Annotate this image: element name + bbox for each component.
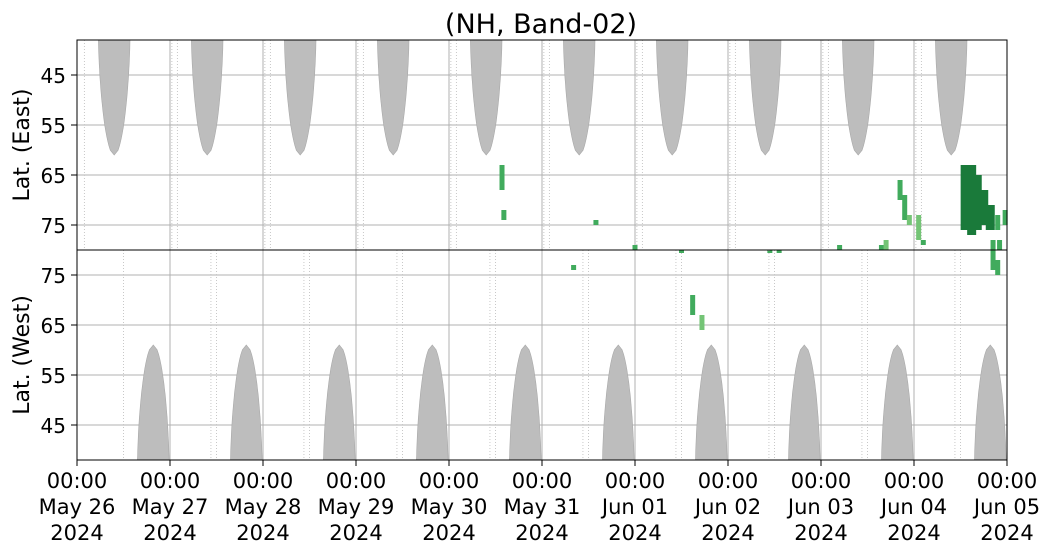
night-region <box>137 344 170 461</box>
ytick-label: 75 <box>41 214 66 238</box>
xtick-label: 2024 <box>329 521 382 545</box>
night-region <box>695 344 728 461</box>
xtick-label: May 31 <box>504 495 581 519</box>
xtick-label: 00:00 <box>605 469 666 493</box>
night-region <box>230 344 263 461</box>
night-region <box>935 39 968 156</box>
xtick-label: 00:00 <box>884 469 945 493</box>
event-mark <box>776 250 782 253</box>
ytick-label: 55 <box>41 364 66 388</box>
event-mark <box>972 175 982 230</box>
ytick-label: 45 <box>41 64 66 88</box>
event-mark <box>571 265 577 270</box>
chart-title: (NH, Band-02) <box>445 9 637 40</box>
event-mark <box>916 215 922 240</box>
xtick-label: 2024 <box>515 521 568 545</box>
night-region <box>284 39 317 156</box>
event-mark <box>979 190 989 225</box>
event-mark <box>902 195 908 220</box>
xtick-label: May 30 <box>411 495 488 519</box>
ytick-label: 65 <box>41 164 66 188</box>
event-mark <box>897 180 903 200</box>
xtick-label: 2024 <box>50 521 103 545</box>
event-mark <box>501 210 507 220</box>
xtick-label: May 28 <box>225 495 302 519</box>
event-mark <box>883 240 889 250</box>
xtick-label: 00:00 <box>326 469 387 493</box>
panel-east: 45 55 65 75 <box>41 39 1008 253</box>
ytick-label: 45 <box>41 414 66 438</box>
xtick-label: Jun 03 <box>786 495 854 519</box>
ytick-label: 75 <box>41 264 66 288</box>
event-mark <box>699 315 705 330</box>
xtick-label: Jun 01 <box>600 495 668 519</box>
event-mark <box>906 215 912 225</box>
night-region <box>788 344 821 461</box>
xtick-label: 00:00 <box>233 469 294 493</box>
xtick-label: May 29 <box>318 495 395 519</box>
event-mark <box>920 240 926 245</box>
xtick-label: 2024 <box>794 521 847 545</box>
xtick-label: Jun 02 <box>693 495 761 519</box>
event-mark <box>990 240 996 250</box>
xtick-label: 00:00 <box>140 469 201 493</box>
night-region <box>656 39 689 156</box>
event-mark <box>990 250 996 270</box>
event-mark <box>878 245 884 250</box>
event-mark <box>690 295 696 315</box>
event-mark <box>679 250 684 253</box>
night-region <box>470 39 503 156</box>
event-mark <box>985 205 995 230</box>
event-mark <box>997 240 1003 250</box>
east-ylabel: Lat. (East) <box>10 89 35 202</box>
event-mark <box>632 245 638 250</box>
event-mark <box>499 165 505 190</box>
event-mark <box>767 250 773 253</box>
xtick-label: May 27 <box>132 495 209 519</box>
xtick-label: 00:00 <box>419 469 480 493</box>
night-region <box>749 39 782 156</box>
night-region <box>98 39 131 156</box>
xtick-label: 00:00 <box>47 469 108 493</box>
xtick-label: 2024 <box>236 521 289 545</box>
ytick-label: 55 <box>41 114 66 138</box>
night-region <box>323 344 356 461</box>
xtick-label: 2024 <box>422 521 475 545</box>
night-region <box>881 344 914 461</box>
xtick-label: Jun 05 <box>972 495 1040 519</box>
event-mark <box>995 260 1001 275</box>
xtick-label: 2024 <box>701 521 754 545</box>
panel-west: 75 65 55 45 <box>41 249 1008 461</box>
night-region <box>509 344 542 461</box>
event-mark <box>837 245 843 250</box>
night-region <box>191 39 224 156</box>
xtick-label: May 26 <box>39 495 116 519</box>
event-mark <box>967 165 977 235</box>
event-mark <box>995 215 1001 230</box>
night-region <box>563 39 596 156</box>
west-ylabel: Lat. (West) <box>10 295 35 415</box>
event-mark <box>1002 210 1008 225</box>
xtick-label: 00:00 <box>512 469 573 493</box>
xtick-label: 2024 <box>887 521 940 545</box>
event-mark <box>960 165 970 230</box>
xtick-label: 00:00 <box>977 469 1038 493</box>
xtick-label: 2024 <box>980 521 1033 545</box>
xtick-label: Jun 04 <box>879 495 947 519</box>
xtick-label: 00:00 <box>698 469 759 493</box>
event-mark <box>593 220 599 225</box>
night-region <box>416 344 449 461</box>
ytick-label: 65 <box>41 314 66 338</box>
night-region <box>974 344 1007 461</box>
xtick-label: 00:00 <box>791 469 852 493</box>
night-region <box>377 39 410 156</box>
xtick-label: 2024 <box>143 521 196 545</box>
night-region <box>842 39 875 156</box>
xtick-label: 2024 <box>608 521 661 545</box>
night-region <box>602 344 635 461</box>
